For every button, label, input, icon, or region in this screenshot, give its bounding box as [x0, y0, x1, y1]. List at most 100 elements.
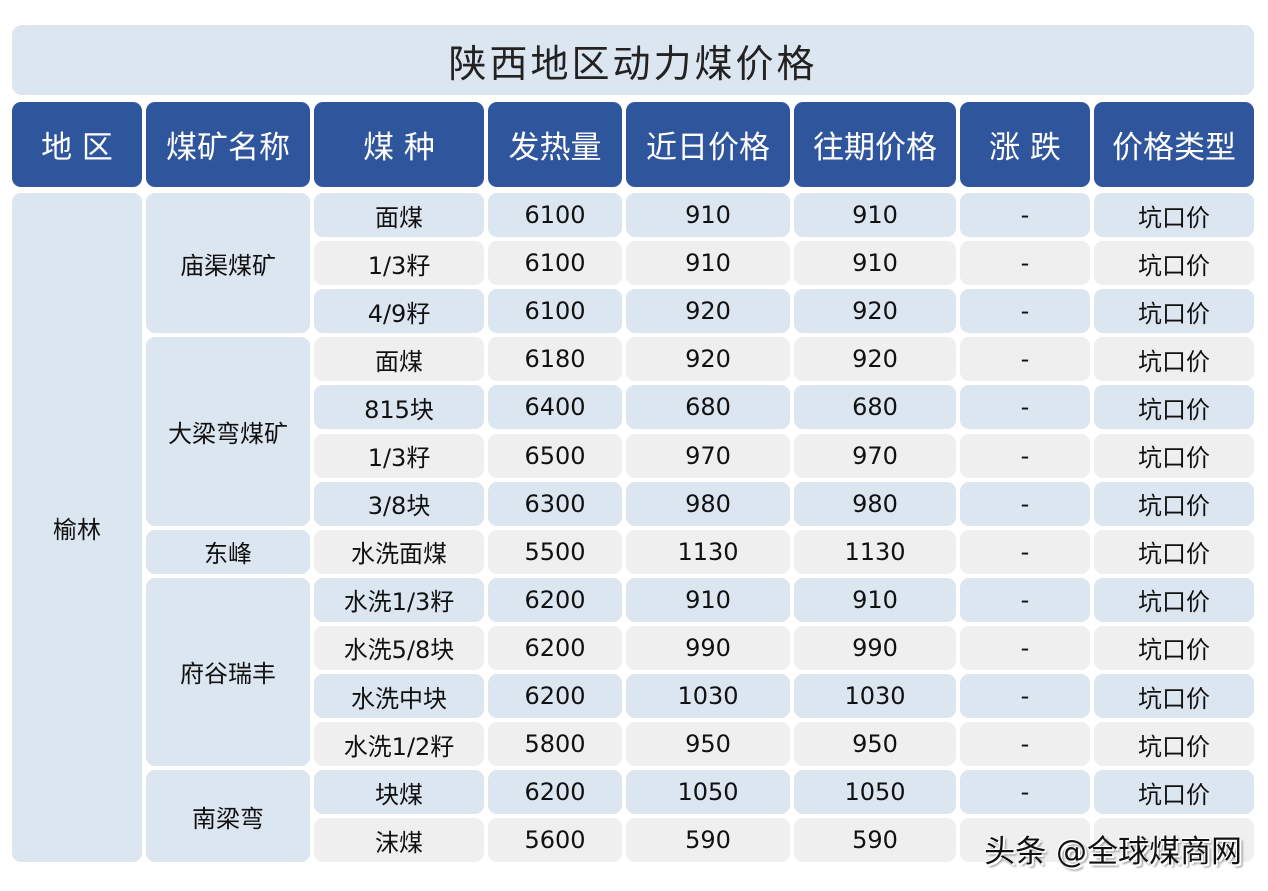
cell-previous-price: 680 — [794, 385, 956, 430]
cell-calorific-value: 5800 — [488, 722, 622, 767]
header-coal-type: 煤 种 — [314, 102, 484, 187]
cell-change: - — [960, 193, 1090, 238]
cell-previous-price: 910 — [794, 241, 956, 286]
cell-calorific-value: 6500 — [488, 433, 622, 478]
cell-change: - — [960, 577, 1090, 622]
cell-calorific-value: 6100 — [488, 241, 622, 286]
watermark: 头条 @全球煤商网 — [984, 834, 1242, 870]
cell-price-type: 坑口价 — [1094, 385, 1254, 430]
cell-recent-price: 980 — [626, 481, 790, 526]
cell-coal-type: 1/3籽 — [314, 241, 484, 286]
cell-recent-price: 1130 — [626, 529, 790, 574]
cell-previous-price: 920 — [794, 289, 956, 334]
cell-calorific-value: 6200 — [488, 770, 622, 815]
mine-cell: 府谷瑞丰 — [146, 577, 310, 767]
cell-recent-price: 970 — [626, 433, 790, 478]
cell-previous-price: 1050 — [794, 770, 956, 815]
cell-coal-type: 815块 — [314, 385, 484, 430]
cell-calorific-value: 5600 — [488, 818, 622, 863]
region-cell: 榆林 — [12, 193, 142, 863]
cell-price-type: 坑口价 — [1094, 481, 1254, 526]
cell-recent-price: 920 — [626, 289, 790, 334]
header-calorific-value: 发热量 — [488, 102, 622, 187]
cell-price-type: 坑口价 — [1094, 770, 1254, 815]
cell-change: - — [960, 385, 1090, 430]
cell-change: - — [960, 289, 1090, 334]
cell-price-type: 坑口价 — [1094, 674, 1254, 719]
cell-price-type: 坑口价 — [1094, 241, 1254, 286]
header-change: 涨 跌 — [960, 102, 1090, 187]
cell-previous-price: 910 — [794, 193, 956, 238]
cell-price-type: 坑口价 — [1094, 577, 1254, 622]
cell-previous-price: 920 — [794, 337, 956, 382]
mine-cell: 大梁弯煤矿 — [146, 337, 310, 526]
cell-calorific-value: 6180 — [488, 337, 622, 382]
header-previous-price: 往期价格 — [794, 102, 956, 187]
header-recent-price: 近日价格 — [626, 102, 790, 187]
cell-calorific-value: 6100 — [488, 193, 622, 238]
cell-previous-price: 980 — [794, 481, 956, 526]
cell-calorific-value: 6200 — [488, 577, 622, 622]
cell-recent-price: 920 — [626, 337, 790, 382]
cell-price-type — [1094, 818, 1254, 863]
cell-change — [960, 818, 1090, 863]
cell-price-type: 坑口价 — [1094, 722, 1254, 767]
cell-price-type: 坑口价 — [1094, 193, 1254, 238]
cell-coal-type: 沫煤 — [314, 818, 484, 863]
cell-calorific-value: 6300 — [488, 481, 622, 526]
cell-change: - — [960, 770, 1090, 815]
cell-calorific-value: 6400 — [488, 385, 622, 430]
cell-price-type: 坑口价 — [1094, 289, 1254, 334]
cell-change: - — [960, 674, 1090, 719]
cell-coal-type: 水洗1/2籽 — [314, 722, 484, 767]
cell-coal-type: 面煤 — [314, 193, 484, 238]
cell-change: - — [960, 481, 1090, 526]
cell-previous-price: 990 — [794, 625, 956, 670]
cell-previous-price: 1030 — [794, 674, 956, 719]
cell-previous-price: 970 — [794, 433, 956, 478]
cell-recent-price: 1050 — [626, 770, 790, 815]
cell-change: - — [960, 625, 1090, 670]
mine-cell: 南梁弯 — [146, 770, 310, 863]
cell-price-type: 坑口价 — [1094, 529, 1254, 574]
cell-coal-type: 水洗中块 — [314, 674, 484, 719]
table-title: 陕西地区动力煤价格 — [12, 25, 1254, 95]
cell-change: - — [960, 241, 1090, 286]
cell-change: - — [960, 433, 1090, 478]
cell-calorific-value: 6200 — [488, 674, 622, 719]
header-region: 地 区 — [12, 102, 142, 187]
cell-calorific-value: 5500 — [488, 529, 622, 574]
cell-recent-price: 990 — [626, 625, 790, 670]
cell-recent-price: 910 — [626, 193, 790, 238]
cell-recent-price: 680 — [626, 385, 790, 430]
cell-change: - — [960, 722, 1090, 767]
cell-price-type: 坑口价 — [1094, 337, 1254, 382]
cell-price-type: 坑口价 — [1094, 433, 1254, 478]
cell-price-type: 坑口价 — [1094, 625, 1254, 670]
cell-coal-type: 块煤 — [314, 770, 484, 815]
mine-cell: 庙渠煤矿 — [146, 193, 310, 334]
cell-coal-type: 3/8块 — [314, 481, 484, 526]
cell-coal-type: 水洗面煤 — [314, 529, 484, 574]
cell-calorific-value: 6200 — [488, 625, 622, 670]
cell-previous-price: 590 — [794, 818, 956, 863]
cell-recent-price: 910 — [626, 241, 790, 286]
cell-coal-type: 水洗5/8块 — [314, 625, 484, 670]
cell-coal-type: 水洗1/3籽 — [314, 577, 484, 622]
cell-previous-price: 910 — [794, 577, 956, 622]
header-mine: 煤矿名称 — [146, 102, 310, 187]
cell-change: - — [960, 529, 1090, 574]
cell-coal-type: 4/9籽 — [314, 289, 484, 334]
cell-change: - — [960, 337, 1090, 382]
cell-previous-price: 1130 — [794, 529, 956, 574]
cell-recent-price: 950 — [626, 722, 790, 767]
cell-coal-type: 1/3籽 — [314, 433, 484, 478]
cell-recent-price: 590 — [626, 818, 790, 863]
mine-cell: 东峰 — [146, 529, 310, 574]
cell-recent-price: 1030 — [626, 674, 790, 719]
cell-previous-price: 950 — [794, 722, 956, 767]
header-price-type: 价格类型 — [1094, 102, 1254, 187]
cell-recent-price: 910 — [626, 577, 790, 622]
cell-calorific-value: 6100 — [488, 289, 622, 334]
cell-coal-type: 面煤 — [314, 337, 484, 382]
